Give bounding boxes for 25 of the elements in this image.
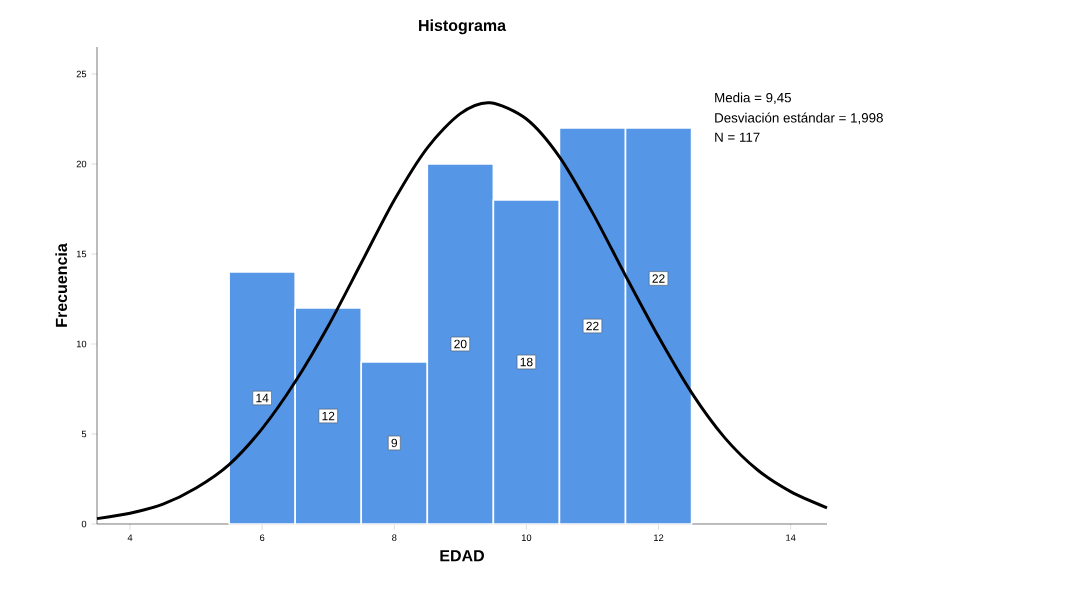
data-label: 20 <box>454 339 467 349</box>
y-tick-label: 15 <box>76 250 87 258</box>
data-label: 18 <box>520 357 533 367</box>
annotation: N = 117 <box>715 132 760 142</box>
x-tick-label: 14 <box>786 534 796 541</box>
y-tick-label: 20 <box>76 160 87 168</box>
x-tick-label: 12 <box>654 534 664 541</box>
data-label: 9 <box>391 438 398 448</box>
y-tick-label: 0 <box>81 520 87 528</box>
data-label: 22 <box>652 274 665 283</box>
y-axis-title: Frecuencia <box>55 243 68 327</box>
y-tick-label: 25 <box>76 70 87 78</box>
x-axis-title: EDAD <box>440 550 484 562</box>
x-tick-label: 4 <box>127 534 133 541</box>
annotation: Media = 9,45 <box>715 92 792 104</box>
data-label: 14 <box>256 393 269 403</box>
data-label: 22 <box>586 321 599 331</box>
y-tick-label: 5 <box>81 430 87 438</box>
data-label: 12 <box>322 411 335 421</box>
x-tick-label: 10 <box>521 534 532 541</box>
y-tick-label: 10 <box>76 340 87 348</box>
x-tick-label: 8 <box>392 534 397 541</box>
x-tick-label: 6 <box>260 534 265 541</box>
annotation: Desviación estándar = 1,998 <box>715 112 883 125</box>
chart-title: Histograma <box>419 19 507 35</box>
